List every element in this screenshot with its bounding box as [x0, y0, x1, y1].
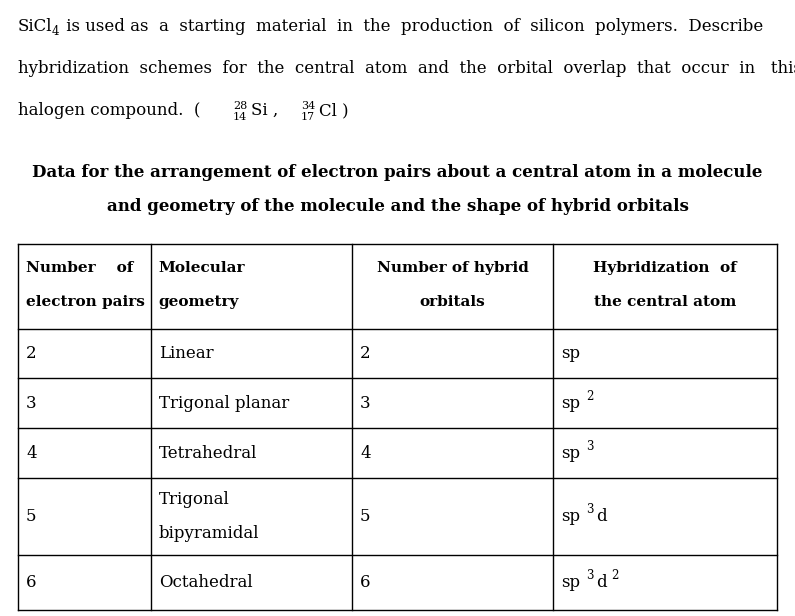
Text: Trigonal planar: Trigonal planar	[159, 395, 289, 412]
Text: 3: 3	[26, 395, 37, 412]
Text: is used as  a  starting  material  in  the  production  of  silicon  polymers.  : is used as a starting material in the pr…	[61, 18, 763, 35]
Text: 14: 14	[233, 112, 247, 122]
Text: the central atom: the central atom	[594, 294, 736, 309]
Text: 2: 2	[586, 390, 594, 403]
Text: 3: 3	[586, 440, 594, 453]
Text: 17: 17	[301, 112, 315, 122]
Text: d: d	[596, 508, 607, 525]
Text: Hybridization  of: Hybridization of	[593, 261, 737, 275]
Text: 3: 3	[360, 395, 370, 412]
Text: Trigonal: Trigonal	[159, 491, 230, 508]
Text: geometry: geometry	[159, 294, 239, 309]
Text: 6: 6	[26, 574, 37, 591]
Text: orbitals: orbitals	[420, 294, 486, 309]
Text: halogen compound.  (: halogen compound. (	[18, 102, 200, 119]
Text: Octahedral: Octahedral	[159, 574, 253, 591]
Text: 5: 5	[26, 508, 37, 525]
Text: Cl ): Cl )	[319, 102, 349, 119]
Text: 3: 3	[586, 569, 594, 582]
Text: 2: 2	[611, 569, 619, 582]
Text: 6: 6	[360, 574, 370, 591]
Text: Linear: Linear	[159, 345, 213, 362]
Text: 4: 4	[52, 25, 60, 38]
Text: 5: 5	[360, 508, 370, 525]
Text: SiCl: SiCl	[18, 18, 52, 35]
Text: Number    of: Number of	[26, 261, 134, 275]
Text: and geometry of the molecule and the shape of hybrid orbitals: and geometry of the molecule and the sha…	[107, 198, 688, 215]
Text: 34: 34	[301, 101, 316, 111]
Text: Si ,: Si ,	[251, 102, 278, 119]
Text: sp: sp	[561, 395, 580, 412]
Text: electron pairs: electron pairs	[26, 294, 145, 309]
Text: d: d	[596, 574, 607, 591]
Text: sp: sp	[561, 345, 580, 362]
Text: sp: sp	[561, 445, 580, 461]
Text: bipyramidal: bipyramidal	[159, 525, 259, 542]
Text: 4: 4	[360, 445, 370, 461]
Text: Molecular: Molecular	[159, 261, 246, 275]
Text: 28: 28	[233, 101, 247, 111]
Text: hybridization  schemes  for  the  central  atom  and  the  orbital  overlap  tha: hybridization schemes for the central at…	[18, 60, 795, 77]
Text: 4: 4	[26, 445, 37, 461]
Text: Tetrahedral: Tetrahedral	[159, 445, 258, 461]
Text: 2: 2	[26, 345, 37, 362]
Text: 3: 3	[586, 503, 594, 516]
Text: sp: sp	[561, 508, 580, 525]
Text: sp: sp	[561, 574, 580, 591]
Text: Data for the arrangement of electron pairs about a central atom in a molecule: Data for the arrangement of electron pai…	[33, 164, 762, 181]
Text: 2: 2	[360, 345, 370, 362]
Text: Number of hybrid: Number of hybrid	[377, 261, 529, 275]
